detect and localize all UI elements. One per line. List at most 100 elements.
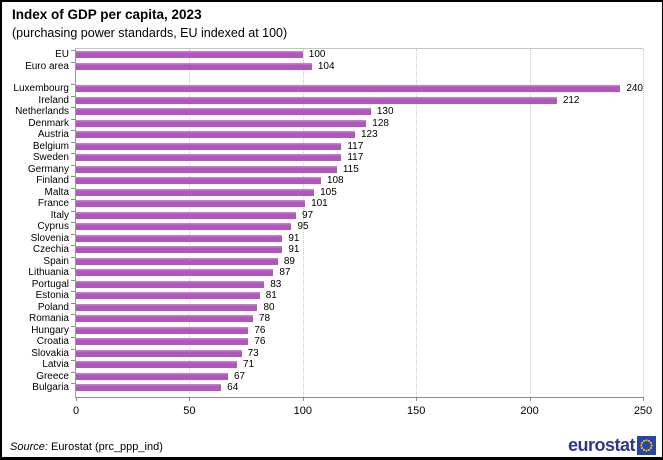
y-axis-tick	[71, 279, 75, 281]
bar	[76, 96, 557, 104]
value-label: 104	[317, 60, 335, 72]
bar-row: Italy 97	[51, 209, 643, 222]
category-label: Romania	[28, 313, 69, 324]
y-axis-tick	[71, 348, 75, 350]
category-label: EU	[55, 49, 69, 60]
value-label: 91	[288, 232, 300, 244]
bar	[76, 154, 342, 161]
bar	[76, 51, 303, 58]
y-axis-tick	[71, 130, 75, 131]
source-note: Source: Eurostat (prc_ppp_ind)	[10, 441, 163, 453]
value-label: 97	[301, 209, 314, 221]
bar-row: Malta 105	[45, 187, 643, 199]
bar-row: Greece 67	[36, 370, 643, 383]
value-label: 212	[562, 94, 580, 106]
eurostat-logo-text: eurostat	[567, 435, 636, 455]
bar-row: Cyprus 95	[37, 221, 643, 233]
bar	[76, 303, 258, 311]
value-label: 89	[283, 255, 295, 267]
category-label: Bulgaria	[32, 382, 69, 393]
bar	[76, 326, 249, 334]
y-axis-tick	[71, 61, 75, 63]
value-label: 128	[372, 117, 389, 129]
category-label: Spain	[43, 255, 69, 267]
category-label: Slovenia	[30, 232, 69, 244]
category-label: Euro area	[25, 60, 69, 72]
bar	[76, 372, 228, 380]
bar	[76, 188, 315, 196]
value-label: 101	[311, 198, 328, 209]
eu-flag-icon	[637, 436, 656, 455]
chart-subtitle: (purchasing power standards, EU indexed …	[12, 26, 288, 40]
bar	[76, 85, 621, 92]
value-label: 117	[347, 152, 364, 163]
category-label: Portugal	[31, 278, 69, 290]
y-axis-tick	[71, 187, 75, 189]
bar	[76, 280, 265, 288]
x-axis-tick	[643, 397, 644, 401]
y-axis-tick	[71, 302, 75, 304]
y-axis-tick	[71, 210, 75, 212]
chart-title: Index of GDP per capita, 2023	[12, 7, 202, 22]
bar	[76, 211, 296, 219]
bar-row: Ireland 212	[38, 94, 643, 107]
y-axis-tick	[71, 118, 75, 120]
y-axis-tick	[71, 337, 75, 338]
y-axis-tick	[71, 245, 75, 246]
bar	[76, 223, 292, 230]
bar-row: Hungary 76	[31, 325, 643, 337]
bar-row: EU 100	[55, 49, 643, 61]
bar	[76, 234, 283, 242]
category-label: Czechia	[32, 244, 69, 255]
bar-row: Croatia 76	[37, 336, 643, 348]
x-axis-tick	[189, 397, 191, 401]
gridline	[302, 49, 304, 397]
eurostat-logo: eurostat	[568, 435, 656, 456]
bar	[76, 142, 342, 150]
x-tick-label: 250	[633, 405, 653, 417]
bar-row: France 101	[38, 198, 643, 210]
bar	[76, 246, 283, 253]
category-label: Italy	[50, 209, 69, 221]
bar	[76, 338, 249, 345]
bar	[76, 361, 238, 368]
category-label: France	[37, 198, 69, 209]
x-tick-label: 200	[520, 405, 539, 417]
bar	[76, 269, 274, 276]
bar	[76, 119, 367, 127]
y-axis-tick	[71, 360, 75, 361]
category-label: Ireland	[38, 94, 69, 106]
y-axis-tick	[71, 199, 75, 200]
y-axis-tick	[71, 84, 75, 85]
category-label: Latvia	[42, 359, 69, 370]
value-label: 67	[233, 370, 246, 382]
value-label: 87	[279, 267, 291, 278]
value-label: 91	[288, 244, 300, 255]
category-label: Croatia	[36, 336, 69, 347]
x-tick-label: 100	[293, 405, 312, 417]
category-label: Austria	[37, 129, 69, 140]
bar-row: Estonia 81	[36, 290, 643, 302]
category-label: Finland	[36, 175, 69, 186]
bar	[76, 131, 355, 138]
x-axis-tick	[76, 397, 77, 401]
bar-row: Sweden 117	[33, 152, 643, 164]
bar	[76, 200, 306, 207]
y-axis-tick	[71, 371, 75, 373]
value-label: 81	[265, 290, 277, 301]
category-label: Denmark	[28, 117, 69, 129]
bar	[76, 257, 278, 265]
value-label: 95	[297, 221, 309, 232]
x-tick-label: 150	[407, 405, 426, 417]
category-label: Cyprus	[37, 221, 69, 232]
bar-row: Romania 78	[29, 313, 643, 325]
bar	[76, 315, 253, 322]
y-axis-tick	[71, 383, 75, 384]
value-label: 76	[254, 336, 266, 347]
bar-row: Euro area 104	[25, 60, 643, 73]
bar-row: Spain 89	[43, 255, 643, 268]
category-label: Greece	[36, 370, 69, 382]
bar-row: Slovenia 91	[31, 232, 643, 245]
bar-row: Belgium 117	[33, 141, 643, 153]
